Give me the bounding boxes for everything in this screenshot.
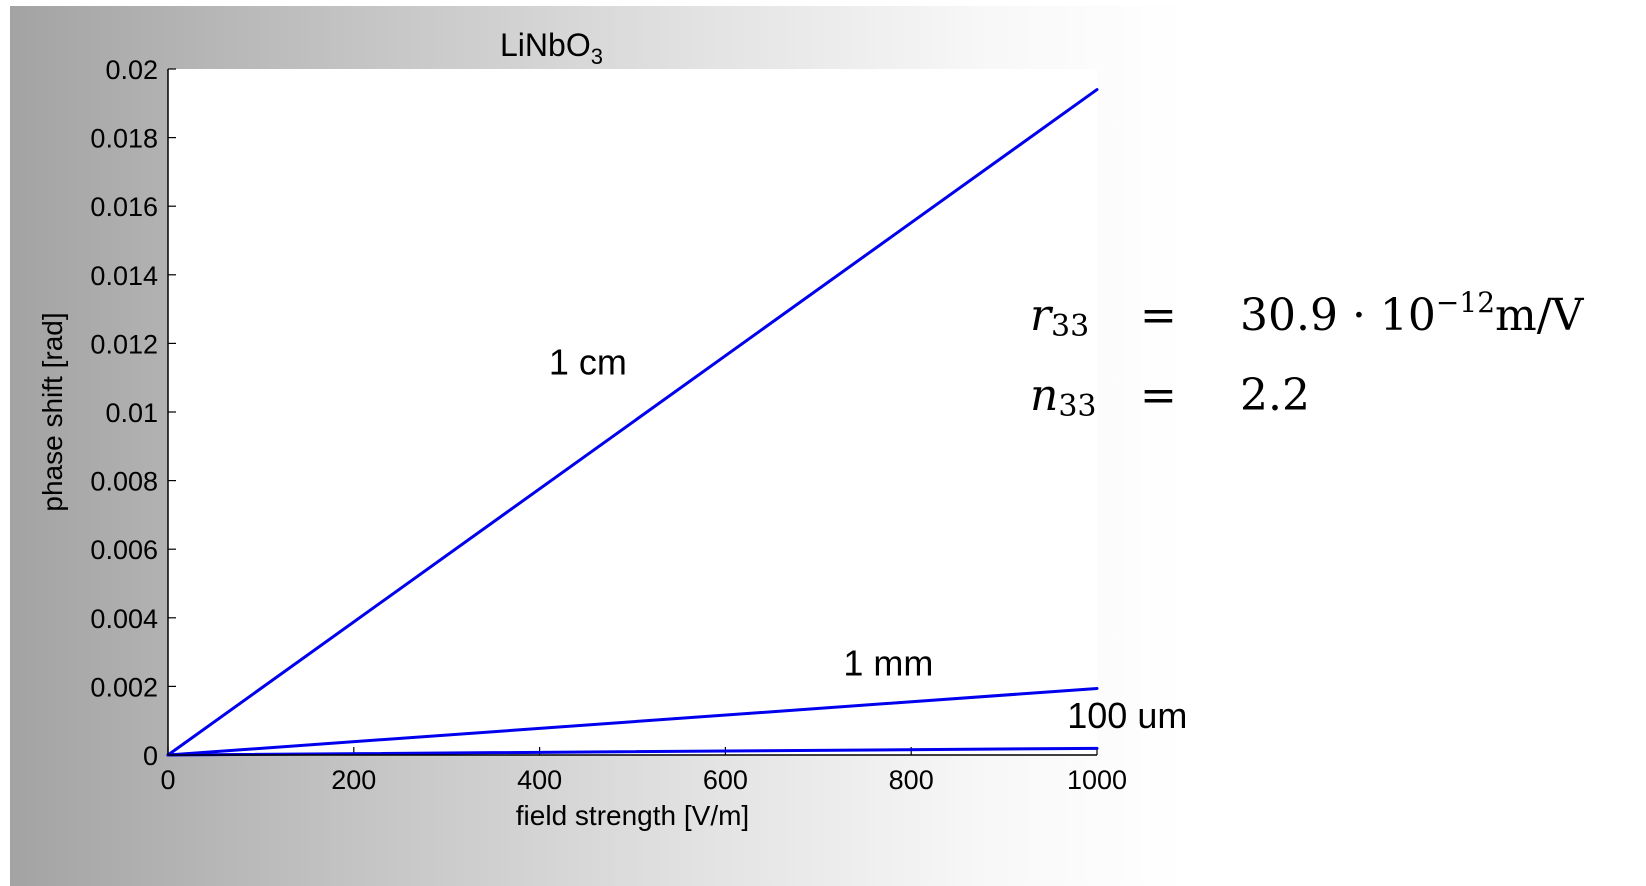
equation-rhs: 30.9 · 10−12m/V (1240, 286, 1584, 341)
x-tick-label: 800 (889, 765, 934, 795)
x-tick-label: 400 (517, 765, 562, 795)
y-tick-label: 0.014 (90, 261, 158, 291)
series-line (166, 746, 1099, 757)
equation-lhs: r33 (1030, 290, 1090, 344)
plot-area (168, 69, 1097, 755)
y-tick-label: 0.002 (90, 672, 158, 702)
x-axis-label: field strength [V/m] (516, 800, 749, 831)
y-tick-label: 0.008 (90, 467, 158, 497)
y-tick-label: 0.01 (105, 398, 158, 428)
series-label: 1 cm (549, 341, 627, 382)
x-tick-label: 1000 (1067, 765, 1127, 795)
equals-sign: = (1140, 290, 1177, 341)
equation-lhs: n33 (1030, 370, 1097, 424)
y-tick-label: 0.018 (90, 124, 158, 154)
equals-sign: = (1140, 370, 1177, 421)
y-tick-label: 0.004 (90, 604, 158, 634)
x-tick-label: 200 (331, 765, 376, 795)
y-axis-label: phase shift [rad] (37, 312, 68, 511)
x-tick-label: 600 (703, 765, 748, 795)
series-line (166, 686, 1099, 757)
y-tick-label: 0.012 (90, 329, 158, 359)
series-label: 1 mm (843, 642, 933, 683)
series-label: 100 um (1067, 695, 1187, 736)
y-tick-label: 0.006 (90, 535, 158, 565)
x-tick-label: 0 (160, 765, 175, 795)
series-line (166, 88, 1099, 757)
y-tick-label: 0.016 (90, 192, 158, 222)
chart-title: LiNbO3 (500, 27, 603, 69)
equation-rhs: 2.2 (1240, 370, 1310, 421)
y-tick-label: 0 (143, 741, 158, 771)
y-tick-label: 0.02 (105, 55, 158, 85)
